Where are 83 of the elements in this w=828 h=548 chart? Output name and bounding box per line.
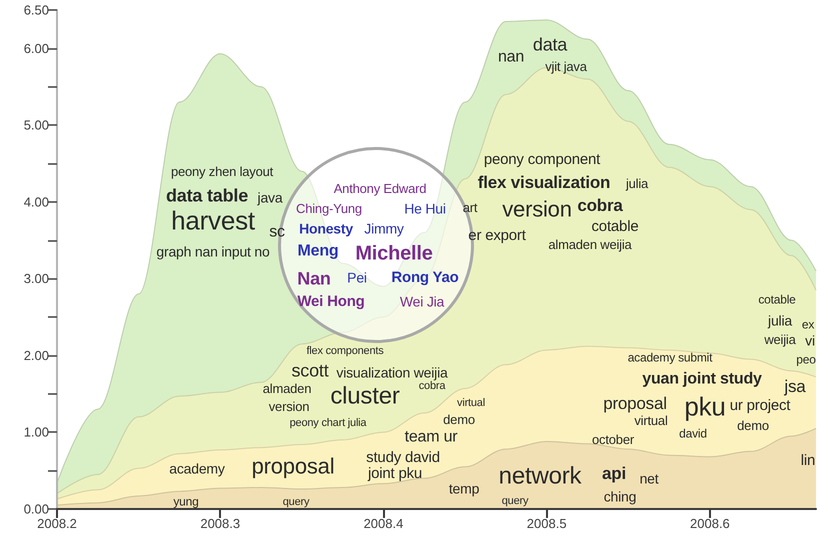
annotation: er export [468, 227, 526, 244]
annotation: data table [166, 186, 248, 206]
annotation: temp [448, 480, 480, 497]
annotation: ex [802, 318, 814, 332]
annotation: Nan [297, 268, 331, 289]
annotation: query [502, 495, 528, 508]
annotation: julia [626, 176, 648, 192]
annotation: joint pku [368, 465, 422, 482]
annotation: team ur [404, 428, 458, 446]
annotation: ur project [730, 397, 790, 414]
y-tick-label: 4.00 [24, 194, 49, 210]
y-tick-label: 2.00 [24, 348, 49, 363]
annotation: peony zhen layout [170, 164, 274, 180]
annotation: david [679, 426, 707, 441]
annotation: cotable [758, 292, 796, 307]
y-tick-label: 5.00 [24, 118, 49, 133]
annotation: vi [805, 332, 815, 349]
annotation: weijia [764, 332, 796, 348]
annotation: java [258, 190, 282, 206]
annotation: Ching-Yung [296, 201, 362, 216]
annotation: virtual [634, 413, 668, 428]
annotation: study david [366, 449, 440, 466]
annotation: demo [443, 412, 475, 428]
annotation: jsa [784, 377, 806, 396]
annotation: demo [737, 418, 769, 434]
annotation: julia [768, 312, 792, 329]
y-tick-label: 1.00 [24, 424, 49, 440]
x-tick-label: 2008.3 [200, 516, 240, 531]
annotation: data [532, 34, 568, 55]
annotation: lin [800, 452, 816, 470]
y-tick-label: 6.00 [24, 40, 49, 56]
annotation: art [462, 200, 478, 216]
annotation: yung [173, 494, 199, 509]
annotation: query [282, 496, 310, 509]
annotation: proposal [252, 453, 334, 478]
annotation: Anthony Edward [334, 181, 426, 196]
x-tick-label: 2008.6 [690, 516, 730, 531]
y-tick-label: 0.00 [24, 502, 49, 516]
annotation: version [502, 196, 572, 222]
annotation: flex components [306, 345, 384, 358]
annotation: cobra [418, 380, 446, 393]
annotation: ching [604, 488, 636, 505]
annotation: harvest [171, 205, 255, 236]
annotation: Pei [347, 270, 367, 286]
annotation: virtual [457, 397, 485, 410]
annotation: Honesty [299, 220, 353, 237]
annotation: yuan joint study [642, 370, 762, 388]
y-tick-label: 3.00 [24, 271, 49, 286]
annotation: cobra [577, 196, 623, 216]
x-tick-label: 2008.5 [526, 516, 567, 531]
annotation: academy submit [628, 350, 712, 365]
annotation: october [592, 432, 634, 448]
annotation: academy [169, 460, 225, 477]
annotation: cotable [592, 218, 638, 236]
annotation: scott [291, 360, 329, 381]
annotation: Rong Yao [391, 269, 459, 286]
annotation: peony component [484, 151, 600, 168]
annotation: almaden weijia [548, 237, 632, 252]
annotation: visualization weijia [336, 364, 448, 381]
annotation: Jimmy [364, 220, 404, 237]
annotation: version [268, 399, 310, 414]
annotation: Meng [298, 242, 338, 260]
annotation: cluster [330, 382, 400, 410]
x-tick-label: 2008.4 [364, 516, 404, 531]
annotation: He Hui [404, 200, 446, 217]
annotation: proposal [603, 394, 667, 414]
x-tick-label: 2008.2 [37, 516, 77, 531]
annotation: sc [269, 224, 285, 242]
y-tick-label: 6.50 [24, 2, 49, 18]
annotation: vjit java [545, 59, 587, 74]
annotation: Michelle [355, 242, 433, 264]
annotation: peo [796, 352, 816, 367]
annotation: flex visualization [478, 173, 610, 192]
annotation: api [602, 464, 626, 484]
annotation: Wei Hong [297, 293, 365, 310]
annotation: peony chart julia [290, 417, 366, 430]
annotation: net [640, 470, 658, 487]
annotation: pku [684, 391, 726, 422]
annotation: Wei Jia [400, 294, 444, 310]
annotation: network [498, 462, 582, 490]
annotation: nan [498, 48, 524, 66]
annotation: almaden [262, 381, 312, 396]
annotation: graph nan input no [156, 244, 270, 260]
